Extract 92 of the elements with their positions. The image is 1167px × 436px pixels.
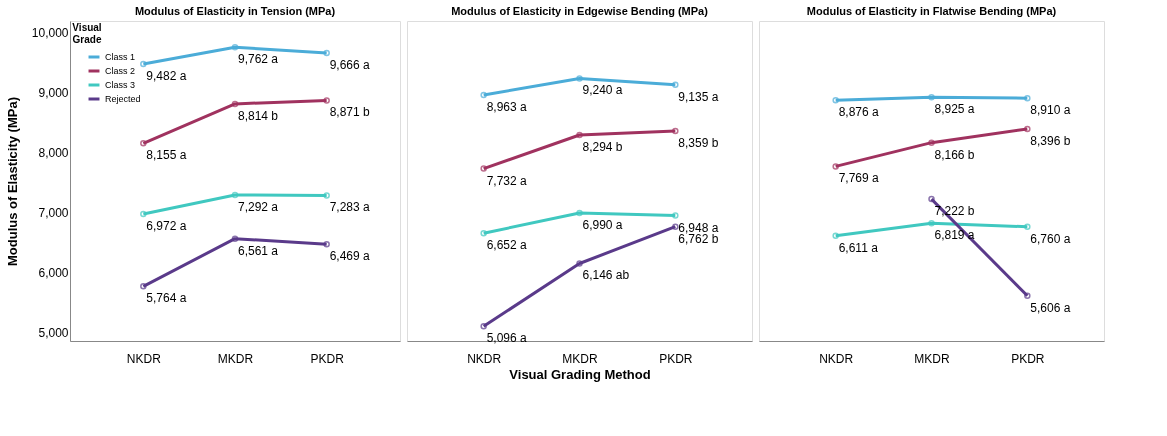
point <box>832 163 839 170</box>
x-tick-label: PKDR <box>659 351 693 366</box>
legend-label: Class 2 <box>105 66 136 76</box>
point <box>480 165 487 172</box>
point <box>928 139 935 146</box>
data-label: 8,963 a <box>486 99 528 114</box>
x-axis-title: Visual Grading Method <box>509 366 651 382</box>
data-label: 5,096 a <box>486 331 528 346</box>
data-label: 8,294 b <box>582 140 623 154</box>
point <box>231 43 239 51</box>
data-label: 7,283 a <box>329 200 371 215</box>
data-label: 7,292 a <box>238 199 279 214</box>
data-label: 6,146 ab <box>582 268 630 283</box>
data-label: 5,606 a <box>1030 300 1071 315</box>
data-label: 6,561 a <box>238 243 279 258</box>
data-label: 8,155 a <box>146 148 187 163</box>
y-tick-label: 10,000 <box>31 26 69 41</box>
point <box>1024 292 1031 300</box>
data-label: 9,482 a <box>146 68 187 83</box>
point <box>576 209 583 217</box>
point <box>832 232 839 239</box>
data-label: 8,359 b <box>678 136 719 151</box>
point <box>928 195 935 203</box>
point <box>928 219 935 227</box>
legend-label: Class 1 <box>105 52 136 62</box>
point <box>672 212 679 219</box>
data-label: 9,762 a <box>238 52 279 67</box>
data-label: 8,925 a <box>934 102 975 117</box>
chart-title: Modulus of Elasticity in Tension (MPa) <box>134 5 336 17</box>
x-tick-label: MKDR <box>217 351 254 366</box>
x-tick-label: PKDR <box>1011 351 1045 366</box>
data-label: 6,819 a <box>934 228 975 243</box>
data-label: 6,948 a <box>678 220 719 235</box>
y-tick-label: 8,000 <box>38 146 69 161</box>
point <box>672 81 679 88</box>
data-label: 9,240 a <box>582 83 623 98</box>
y-tick-label: 7,000 <box>38 205 69 220</box>
data-label: 5,764 a <box>146 291 187 306</box>
point <box>480 91 487 99</box>
point <box>323 49 330 57</box>
point <box>231 100 239 108</box>
data-label: 7,732 a <box>486 173 528 188</box>
chart-title: Modulus of Elasticity in Edgewise Bending (MPa) <box>451 5 709 17</box>
point <box>231 235 239 242</box>
point <box>576 260 583 267</box>
data-label: 7,769 a <box>838 171 880 186</box>
point <box>576 131 583 139</box>
data-label: 9,666 a <box>329 57 371 72</box>
data-label: 6,469 a <box>329 249 371 264</box>
point <box>323 192 330 199</box>
point <box>140 140 147 147</box>
data-label: 6,990 a <box>582 218 623 232</box>
data-label: 8,396 b <box>1030 133 1071 148</box>
data-label: 8,166 b <box>934 147 975 162</box>
point <box>480 323 487 330</box>
legend-label: Rejected <box>105 94 141 104</box>
x-tick-label: NKDR <box>819 351 854 366</box>
y-tick-label: 9,000 <box>38 86 69 101</box>
data-label: 8,871 b <box>329 105 371 120</box>
legend-label: Class 3 <box>105 80 136 90</box>
data-label: 8,814 b <box>238 108 279 123</box>
x-tick-label: MKDR <box>562 351 598 366</box>
point <box>140 283 147 290</box>
data-label: 8,910 a <box>1030 103 1071 118</box>
x-tick-label: MKDR <box>914 351 950 366</box>
point <box>832 96 839 104</box>
point <box>1024 94 1031 102</box>
point <box>928 94 935 101</box>
y-tick-label: 5,000 <box>38 325 69 340</box>
y-tick-label: 6,000 <box>38 265 69 280</box>
point <box>323 240 330 248</box>
point <box>140 210 147 218</box>
data-label: 6,972 a <box>146 219 187 234</box>
point <box>1024 125 1031 133</box>
point <box>323 97 330 104</box>
point <box>576 75 583 82</box>
point <box>672 223 679 230</box>
point <box>672 127 679 135</box>
y-axis-title: Modulus of Elasticity (MPa) <box>4 96 20 267</box>
data-label: 9,135 a <box>678 89 719 104</box>
data-label: 6,652 a <box>486 238 528 253</box>
data-label: 6,611 a <box>838 240 879 255</box>
chart-title: Modulus of Elasticity in Flatwise Bending (MPa) <box>806 5 1057 17</box>
data-label: 8,876 a <box>838 105 880 120</box>
x-tick-label: PKDR <box>310 351 345 366</box>
x-tick-label: NKDR <box>467 351 502 366</box>
x-tick-label: NKDR <box>126 351 162 366</box>
data-label: 6,760 a <box>1030 231 1071 246</box>
point <box>1024 223 1031 230</box>
legend-title: Visual Grade <box>72 22 102 45</box>
point <box>140 60 147 68</box>
point <box>480 229 487 237</box>
